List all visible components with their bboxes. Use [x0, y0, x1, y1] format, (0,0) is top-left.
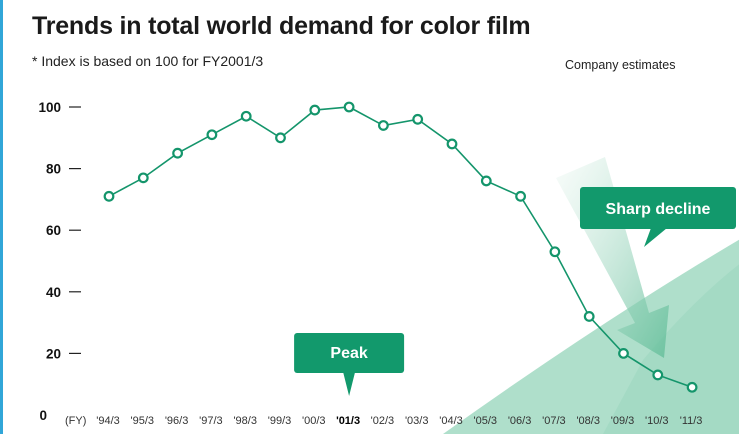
data-point [103, 190, 115, 202]
y-tick-label: 0 [39, 408, 47, 423]
y-tick-label: 40 [46, 285, 61, 300]
data-point [652, 369, 664, 381]
x-axis-prefix: (FY) [65, 415, 86, 427]
x-tick-label: '03/3 [405, 415, 429, 427]
peak-callout-box [294, 333, 405, 373]
x-tick-label: '95/3 [131, 415, 155, 427]
chart-subtitle: * Index is based on 100 for FY2001/3 [32, 53, 264, 69]
data-point [309, 104, 321, 116]
data-point [206, 129, 218, 141]
data-point [343, 101, 355, 113]
y-tick-label: 60 [46, 223, 61, 238]
data-point [412, 113, 424, 125]
x-tick-label: '01/3 [336, 415, 360, 427]
data-point [446, 138, 458, 150]
line-chart: 0 20 40 60 80 100 (FY) '94/3 '95/3 '96/3 '97/3 '98… [38, 100, 739, 434]
decor-wedge-inner [603, 264, 739, 434]
x-tick-label: '04/3 [439, 415, 463, 427]
y-axis: 0 20 40 60 80 100 [38, 100, 81, 423]
x-tick-label: '11/3 [680, 415, 703, 427]
source-note: Company estimates [565, 58, 676, 72]
data-point [686, 381, 698, 393]
x-tick-label: '96/3 [165, 415, 189, 427]
data-point [480, 175, 492, 187]
x-tick-label: '02/3 [371, 415, 395, 427]
y-tick-label: 80 [46, 162, 61, 177]
peak-callout-label: Peak [330, 345, 367, 362]
series [103, 101, 698, 393]
decor-wedge [443, 239, 739, 434]
x-tick-label: '94/3 [96, 415, 120, 427]
x-tick-label: '09/3 [611, 415, 635, 427]
decline-callout-box [580, 187, 736, 229]
data-point [549, 246, 561, 258]
data-point [378, 120, 389, 131]
decline-callout-label: Sharp decline [606, 201, 711, 218]
series-line [108, 106, 693, 389]
data-point [137, 172, 149, 184]
x-tick-label: '06/3 [508, 415, 532, 427]
callouts: Peak Sharp decline [294, 187, 736, 396]
chart-title: Trends in total world demand for color f… [32, 12, 531, 40]
x-axis: (FY) '94/3 '95/3 '96/3 '97/3 '98/3 '99/3 '00/3 '… [65, 415, 702, 427]
y-tick-label: 20 [46, 346, 61, 361]
x-tick-label: '99/3 [268, 415, 292, 427]
data-point [172, 147, 184, 159]
data-point [240, 110, 252, 122]
x-tick-label: '07/3 [542, 415, 566, 427]
y-tick-label: 100 [38, 100, 61, 115]
data-point [583, 311, 595, 322]
background-decor [443, 157, 739, 434]
x-tick-label: '08/3 [576, 415, 600, 427]
x-tick-label: '97/3 [199, 415, 223, 427]
data-point [275, 132, 286, 144]
data-point [515, 190, 526, 202]
peak-callout-pointer [343, 372, 356, 396]
x-tick-label: '10/3 [645, 415, 669, 427]
data-point [618, 348, 629, 359]
x-tick-label: '98/3 [233, 415, 257, 427]
decline-callout-pointer [644, 228, 667, 247]
x-tick-label: '00/3 [302, 415, 326, 427]
x-tick-label: '05/3 [474, 415, 498, 427]
